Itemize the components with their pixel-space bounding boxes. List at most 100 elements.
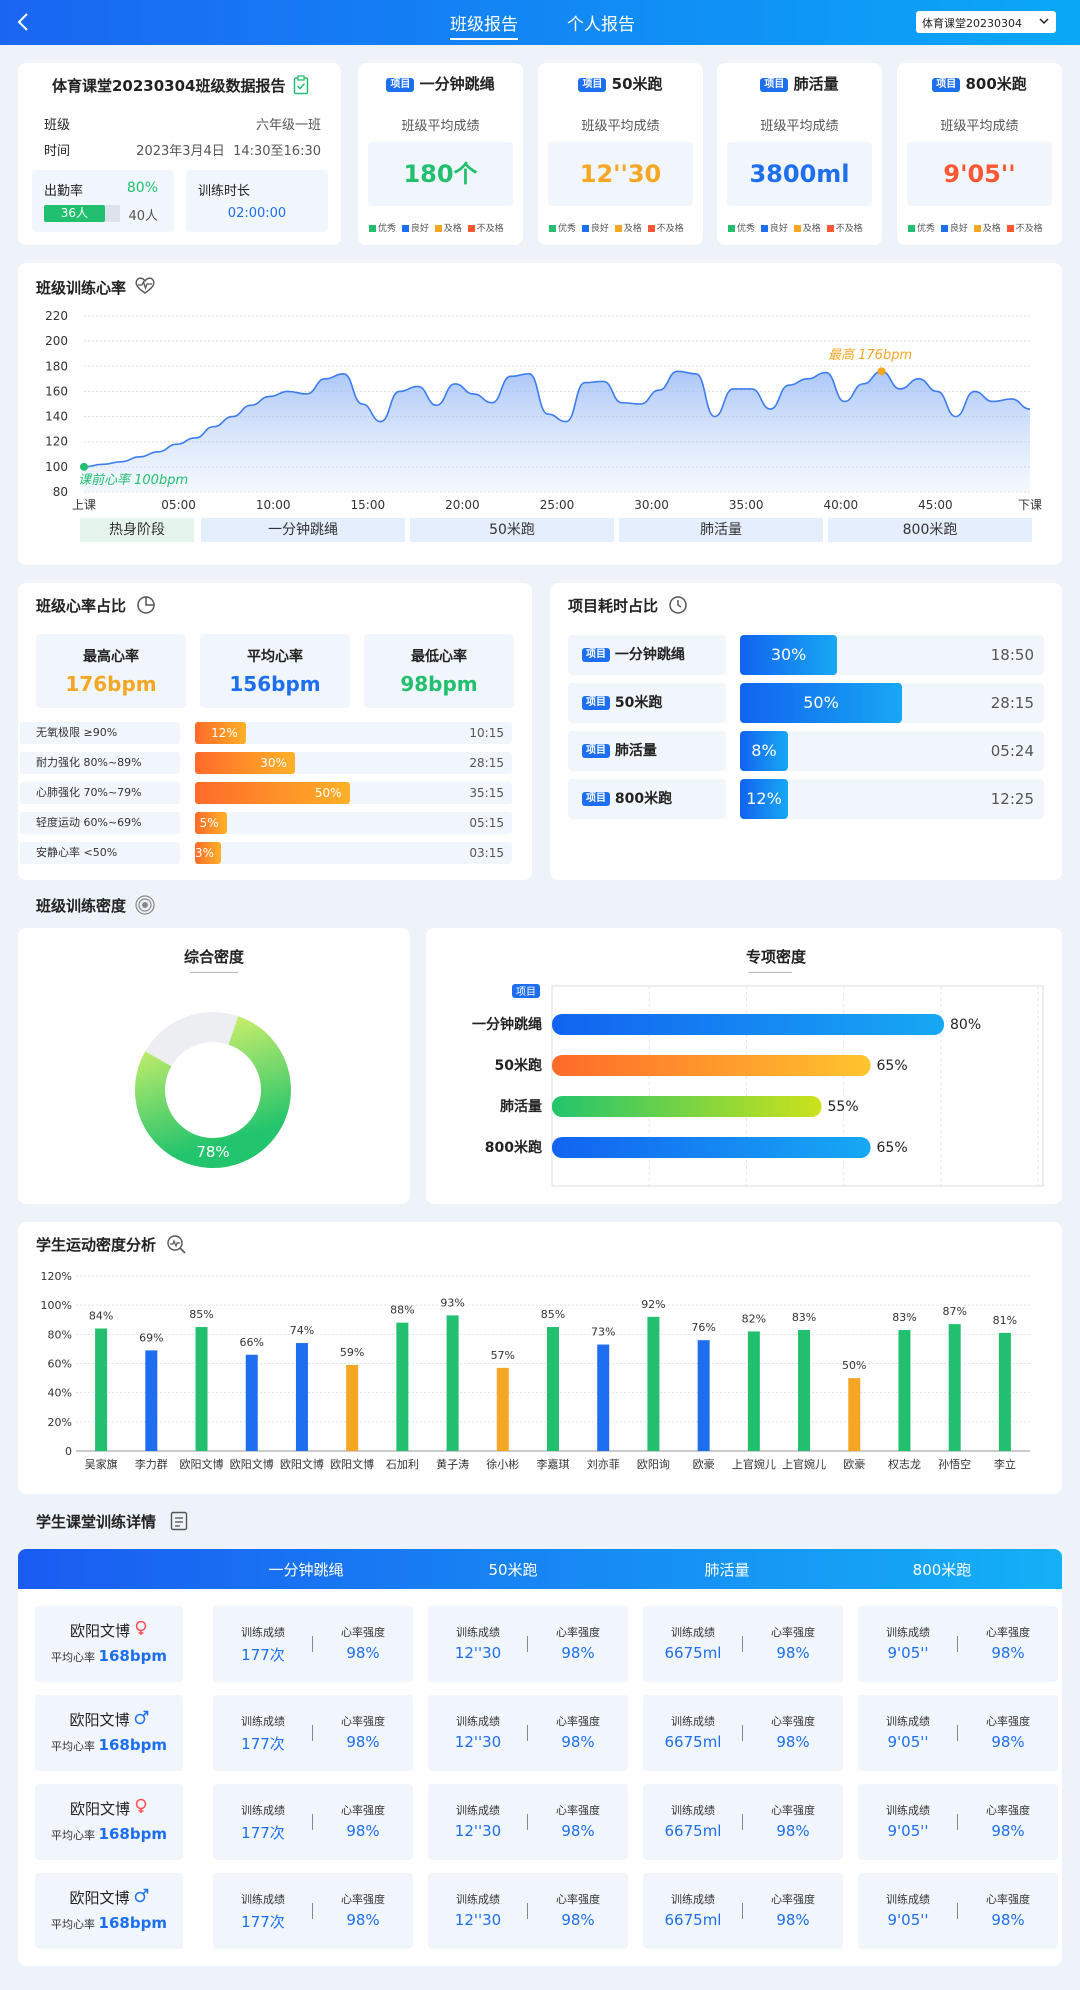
legend-label: 不及格 xyxy=(1015,224,1043,234)
tab-class-report[interactable]: 班级报告 xyxy=(450,10,518,40)
donut-pct: 78% xyxy=(196,1143,229,1161)
phase-segment[interactable]: 800米跑 xyxy=(828,518,1032,542)
time-share-time: 28:15 xyxy=(990,694,1034,712)
student-bar-value: 85% xyxy=(189,1308,213,1321)
intensity-value: 98% xyxy=(561,1911,595,1929)
detail-col-header[interactable]: 800米跑 xyxy=(912,1561,972,1579)
student-bar-value: 59% xyxy=(340,1346,364,1359)
project-head: 项目 一分钟跳绳 xyxy=(358,73,523,94)
time-share-row[interactable]: 项目 800米跑 12% 12:25 xyxy=(568,779,1044,819)
grade-legend: 优秀 良好 及格 不及格 xyxy=(546,221,684,234)
zone-track: 50% 35:15 xyxy=(195,782,512,804)
intensity-block: 心率强度 98% xyxy=(313,1713,413,1751)
student-result-cell: 训练成绩 6675ml 心率强度 98% xyxy=(643,1784,843,1860)
student-density-chart: 120% 100% 80% 60% 40% 20% 0 84% 吴家旗 69% 李力群 85% 欧阳文博… xyxy=(41,1270,1030,1471)
student-bar-value: 76% xyxy=(691,1321,715,1334)
legend-swatch xyxy=(549,225,556,232)
legend-label: 优秀 xyxy=(558,224,577,234)
hr-line xyxy=(83,370,1031,468)
phase-segment[interactable]: 50米跑 xyxy=(410,518,614,542)
score-value: 9'05'' xyxy=(887,1644,929,1662)
project-avg-value: 12''30 xyxy=(548,142,693,206)
heart-rate-chart: 220 200 180 160 140 120 100 80 上课 05:00 10:00 15:00… xyxy=(45,309,1042,512)
intensity-value: 98% xyxy=(561,1644,595,1662)
attendance-track: 36人 xyxy=(44,205,120,222)
attendance-rate: 80% xyxy=(126,180,158,196)
time-share-row[interactable]: 项目 一分钟跳绳 30% 18:50 xyxy=(568,635,1044,675)
project-card[interactable]: 项目 800米跑 班级平均成绩 9'05'' 优秀 良好 及格 不及格 xyxy=(897,63,1062,245)
pre-hr-note: 课前心率 100bpm xyxy=(78,472,188,488)
legend-swatch xyxy=(647,225,655,232)
intensity-block: 心率强度 98% xyxy=(958,1713,1058,1751)
legend-swatch xyxy=(369,225,376,232)
phase-segment[interactable]: 肺活量 xyxy=(619,518,823,542)
divider xyxy=(527,1636,528,1652)
student-bar-value: 81% xyxy=(993,1314,1017,1327)
score-label: 训练成绩 xyxy=(671,1804,715,1817)
detail-col-header[interactable]: 肺活量 xyxy=(704,1561,750,1579)
project-card[interactable]: 项目 肺活量 班级平均成绩 3800ml 优秀 良好 及格 不及格 xyxy=(717,63,882,245)
student-row[interactable]: 欧阳文博 平均心率 168bpm 训练成绩 177次 心率强度 98% 训练成绩 12… xyxy=(18,1695,1062,1771)
student-row[interactable]: 欧阳文博 平均心率 168bpm 训练成绩 177次 心率强度 98% 训练成绩 12… xyxy=(18,1873,1062,1949)
special-bar xyxy=(552,1055,871,1076)
student-name: 李立 xyxy=(994,1457,1016,1471)
zone-time: 03:15 xyxy=(469,846,504,860)
score-value: 177次 xyxy=(241,1913,285,1931)
divider xyxy=(527,1814,528,1830)
student-bar xyxy=(396,1322,409,1451)
student-bar xyxy=(697,1340,710,1451)
score-block: 训练成绩 177次 xyxy=(213,1713,313,1754)
project-card[interactable]: 项目 50米跑 班级平均成绩 12''30 优秀 良好 及格 不及格 xyxy=(538,63,703,245)
lesson-selector[interactable]: 体育课堂20230304 xyxy=(916,11,1056,33)
intensity-block: 心率强度 98% xyxy=(958,1624,1058,1662)
tab-personal-report[interactable]: 个人报告 xyxy=(567,15,635,35)
detail-col-header[interactable]: 一分钟跳绳 xyxy=(268,1561,344,1579)
score-label: 训练成绩 xyxy=(886,1715,930,1728)
project-card[interactable]: 项目 一分钟跳绳 班级平均成绩 180个 优秀 良好 及格 不及格 xyxy=(358,63,523,245)
student-info: 欧阳文博 平均心率 168bpm xyxy=(35,1873,183,1949)
score-block: 训练成绩 6675ml xyxy=(643,1713,743,1751)
student-bar xyxy=(295,1343,308,1451)
project-avg-label: 班级平均成绩 xyxy=(760,119,839,134)
student-bar xyxy=(647,1316,660,1451)
y-tick-label: 200 xyxy=(45,334,68,348)
student-row[interactable]: 欧阳文博 平均心率 168bpm 训练成绩 177次 心率强度 98% 训练成绩 12… xyxy=(18,1784,1062,1860)
attendance-present: 36人 xyxy=(44,205,105,222)
phase-segment[interactable]: 热身阶段 xyxy=(80,518,194,542)
legend-label: 不及格 xyxy=(835,224,863,234)
detail-col-header[interactable]: 50米跑 xyxy=(488,1561,538,1579)
time-share-label: 项目 一分钟跳绳 xyxy=(568,635,726,675)
back-icon[interactable] xyxy=(14,11,34,33)
intensity-block: 心率强度 98% xyxy=(958,1891,1058,1929)
student-row[interactable]: 欧阳文博 平均心率 168bpm 训练成绩 177次 心率强度 98% 训练成绩 12… xyxy=(18,1606,1062,1682)
overall-density-title: 综合密度 xyxy=(183,948,244,966)
legend-swatch xyxy=(760,225,768,232)
student-bar xyxy=(547,1327,559,1451)
score-label: 训练成绩 xyxy=(886,1804,930,1817)
score-block: 训练成绩 6675ml xyxy=(643,1802,743,1840)
student-name-line: 欧阳文博 xyxy=(35,1798,183,1819)
intensity-value: 98% xyxy=(346,1911,380,1929)
avg-hr-value: 168bpm xyxy=(98,1647,167,1665)
title-underline xyxy=(748,972,792,973)
lesson-selector-label: 体育课堂20230304 xyxy=(922,17,1022,30)
intensity-value: 98% xyxy=(346,1733,380,1751)
special-bar xyxy=(552,1014,944,1035)
time-share-row[interactable]: 项目 肺活量 8% 05:24 xyxy=(568,731,1044,771)
overall-density-donut: 78% xyxy=(135,1012,291,1168)
time-share-row[interactable]: 项目 50米跑 50% 28:15 xyxy=(568,683,1044,723)
divider xyxy=(527,1725,528,1741)
avg-hr-value: 168bpm xyxy=(98,1736,167,1754)
special-label: 50米跑 xyxy=(495,1057,542,1074)
student-bar xyxy=(798,1329,811,1451)
student-bar xyxy=(948,1324,961,1451)
legend-swatch xyxy=(614,225,622,232)
y-tick-label: 0 xyxy=(65,1445,72,1458)
zone-label: 无氧极限 ≥90% xyxy=(20,722,180,744)
chevron-down-icon xyxy=(1039,18,1049,25)
legend-label: 良好 xyxy=(590,224,609,234)
intensity-block: 心率强度 98% xyxy=(743,1802,843,1840)
top-bar: 班级报告 个人报告 体育课堂20230304 xyxy=(0,0,1080,45)
y-tick-label: 220 xyxy=(45,309,68,323)
phase-segment[interactable]: 一分钟跳绳 xyxy=(201,518,405,542)
